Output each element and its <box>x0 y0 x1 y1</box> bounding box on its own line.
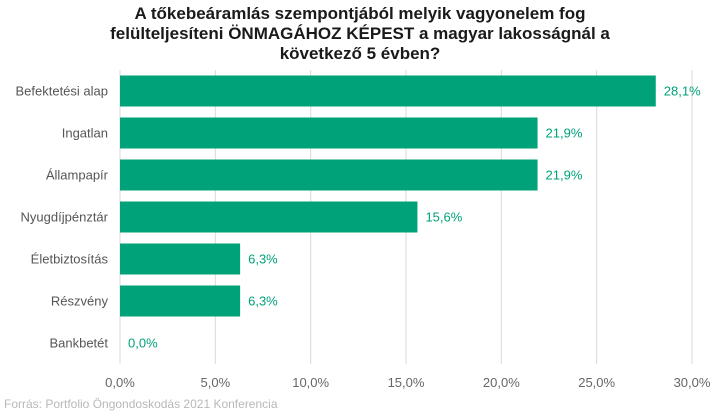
category-label: Részvény <box>51 294 109 309</box>
data-labels: 28,1% 21,9% 21,9% 15,6% 6,3% 6,3% 0,0% <box>128 84 701 351</box>
bar <box>120 75 656 107</box>
data-label: 28,1% <box>664 84 701 99</box>
x-tick-label: 25,0% <box>578 375 615 390</box>
category-label: Állampapír <box>46 168 109 183</box>
data-label: 6,3% <box>248 252 278 267</box>
bars <box>120 75 656 317</box>
x-tick-label: 0,0% <box>105 375 135 390</box>
category-label: Életbiztosítás <box>31 252 109 267</box>
data-label: 15,6% <box>425 210 462 225</box>
x-tick-label: 5,0% <box>201 375 231 390</box>
data-label: 6,3% <box>248 294 278 309</box>
bar <box>120 243 241 275</box>
data-label: 21,9% <box>546 126 583 141</box>
category-label: Ingatlan <box>62 126 108 141</box>
data-label: 0,0% <box>128 336 158 351</box>
x-axis-tick-labels: 0,0% 5,0% 10,0% 15,0% 20,0% 25,0% 30,0% <box>105 375 711 390</box>
x-tick-label: 20,0% <box>483 375 520 390</box>
chart-title-line-1: A tőkebeáramlás szempontjából melyik vag… <box>134 4 586 23</box>
bar <box>120 201 418 233</box>
source-note: Forrás: Portfolio Öngondoskodás 2021 Kon… <box>4 397 278 411</box>
chart-title: A tőkebeáramlás szempontjából melyik vag… <box>0 4 720 64</box>
chart-title-line-3: következő 5 évben? <box>279 44 441 63</box>
category-label: Befektetési alap <box>15 84 108 99</box>
bar <box>120 117 538 149</box>
chart-title-line-2: felülteljesíteni ÖNMAGÁHOZ KÉPEST a magy… <box>110 24 610 43</box>
x-tick-label: 10,0% <box>292 375 329 390</box>
category-labels: Befektetési alap Ingatlan Állampapír Nyugdí… <box>15 84 108 351</box>
bar <box>120 285 241 317</box>
x-tick-label: 30,0% <box>674 375 711 390</box>
data-label: 21,9% <box>546 168 583 183</box>
category-label: Nyugdíjpénztár <box>21 210 109 225</box>
category-label: Bankbetét <box>49 336 108 351</box>
bar <box>120 159 538 191</box>
x-tick-label: 15,0% <box>388 375 425 390</box>
